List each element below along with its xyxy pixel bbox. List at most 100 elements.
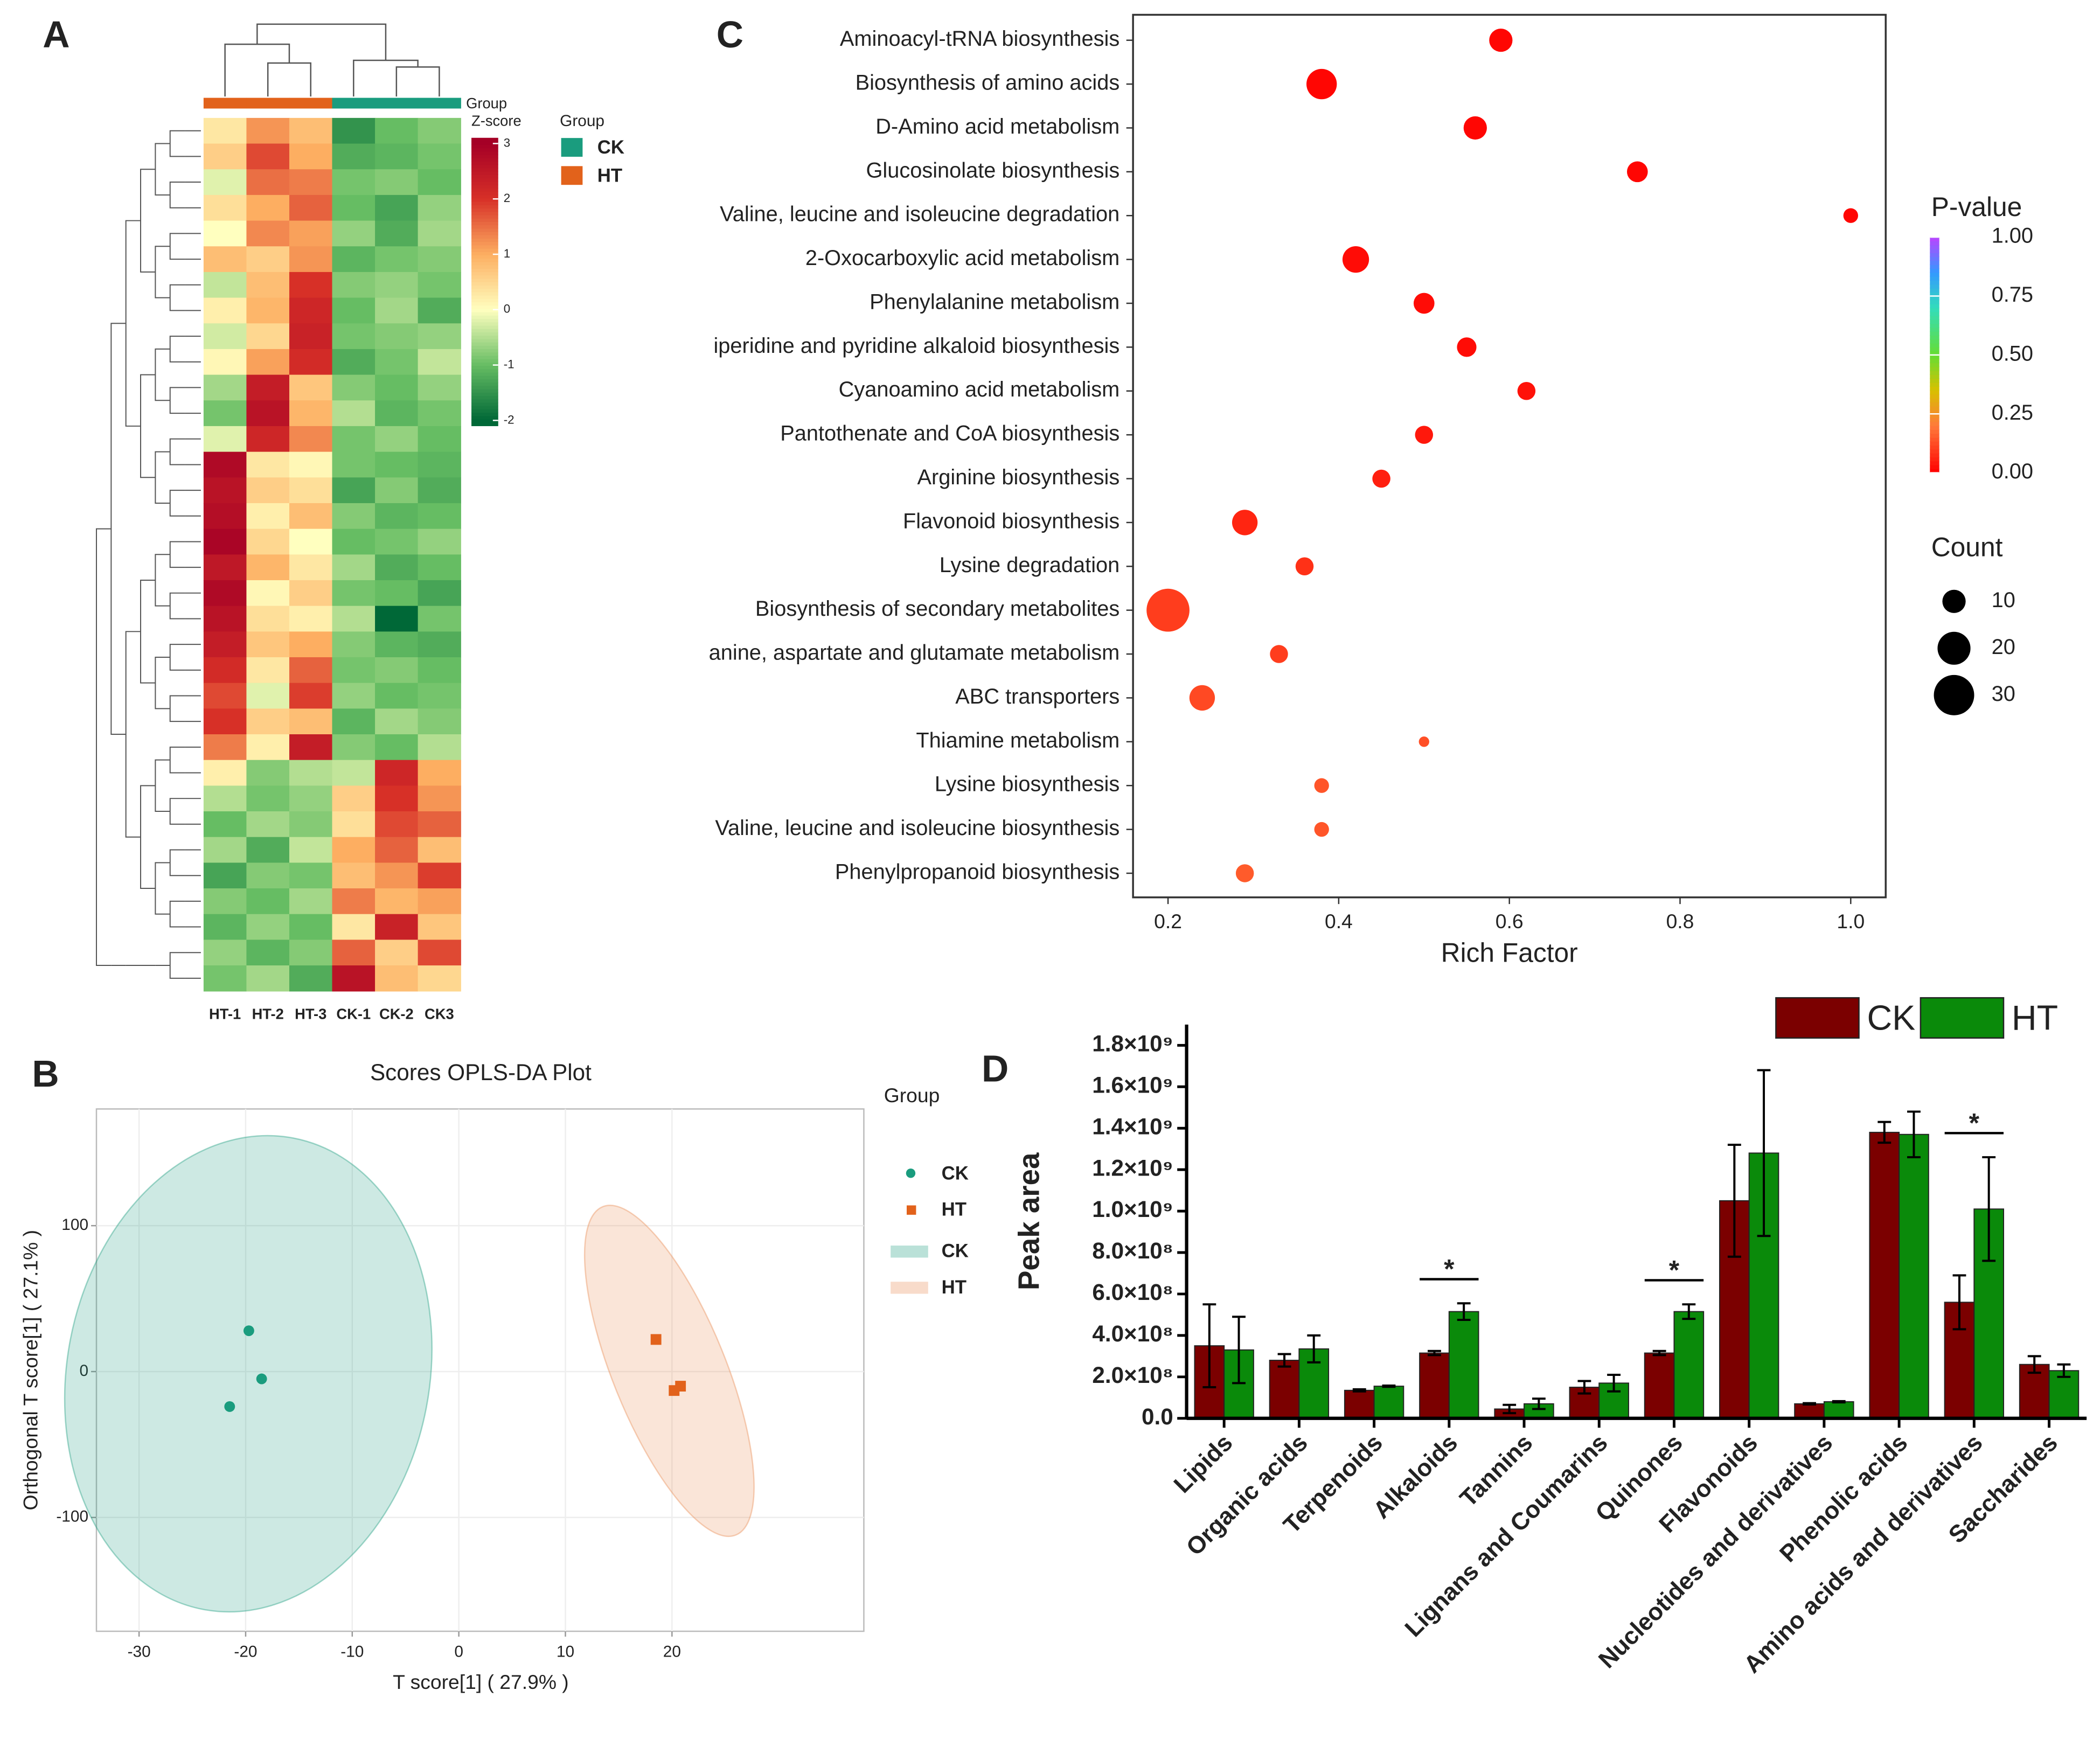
colorbar-step — [1930, 351, 1939, 356]
colorbar-step — [471, 305, 498, 309]
colorbar-step — [1930, 358, 1939, 364]
colorbar-step — [471, 252, 498, 256]
heatmap-cell — [203, 811, 247, 838]
y-tick-label: 8.0×10⁸ — [1092, 1238, 1173, 1263]
heatmap-cell — [332, 323, 376, 350]
heatmap-cell — [289, 862, 333, 889]
colorbar-step — [471, 335, 498, 339]
colorbar-step — [471, 261, 498, 266]
colorbar-step — [1930, 433, 1939, 438]
legend-title: Group — [884, 1084, 940, 1107]
heatmap-cell — [418, 554, 461, 581]
dendrogram-branch — [169, 695, 185, 722]
colorbar-step — [471, 148, 498, 152]
size-legend-dot — [1942, 589, 1966, 613]
dot — [1372, 469, 1390, 488]
colorbar-step — [471, 368, 498, 373]
colorbar-step — [1930, 417, 1939, 422]
colorbar-step — [471, 402, 498, 406]
confidence-ellipse — [64, 1135, 433, 1613]
heatmap-cell — [375, 811, 419, 838]
heatmap-cell — [289, 349, 333, 375]
heatmap-cell — [203, 143, 247, 170]
heatmap-cell — [246, 220, 290, 247]
bar — [1899, 1133, 1929, 1419]
colorbar-step — [1930, 468, 1939, 474]
heatmap-cell — [289, 760, 333, 787]
colorbar-step — [471, 171, 498, 175]
colorbar-step — [1930, 272, 1939, 277]
dendrogram-branch — [169, 798, 185, 825]
dendrogram-branch — [125, 220, 141, 427]
colorbar-tick-label: -2 — [504, 413, 514, 426]
colorbar-step — [471, 385, 498, 389]
colorbar-step — [471, 178, 498, 182]
colorbar-tick-label: 1 — [504, 247, 510, 260]
heatmap-cell — [246, 811, 290, 838]
heatmap-cell — [203, 862, 247, 889]
heatmap-cell — [418, 246, 461, 273]
heatmap-cell — [418, 683, 461, 709]
panel-label: B — [32, 1053, 59, 1095]
heatmap-cell — [289, 426, 333, 453]
x-tick-label: -20 — [234, 1643, 257, 1661]
legend-swatch — [891, 1246, 928, 1258]
colorbar-step — [1930, 401, 1939, 407]
error-bar — [1607, 1373, 1621, 1393]
plot-area — [1132, 13, 1887, 899]
colorbar-step — [471, 282, 498, 286]
x-axis-label: Rich Factor — [1441, 938, 1578, 968]
heatmap-cell — [246, 657, 290, 684]
bar — [1448, 1311, 1479, 1419]
point — [650, 1334, 662, 1345]
dendrogram-branch — [155, 143, 170, 196]
x-tick-label: 0 — [454, 1643, 463, 1661]
heatmap-cell — [418, 426, 461, 453]
heatmap-cell — [418, 811, 461, 838]
heatmap-cell — [418, 374, 461, 401]
heatmap-cell — [289, 323, 333, 350]
heatmap-cell — [203, 965, 247, 992]
colorbar-tick-label: 0.75 — [1992, 283, 2033, 307]
heatmap-cell — [418, 837, 461, 864]
heatmap-cell — [203, 631, 247, 658]
heatmap-cell — [418, 888, 461, 915]
colorbar-step — [1930, 456, 1939, 462]
heatmap-cell — [246, 374, 290, 401]
legend-title: Group — [560, 112, 604, 130]
dendrogram-branch — [169, 182, 185, 208]
y-tick-label: Lysine degradation — [940, 553, 1120, 577]
dendrogram-branch — [140, 785, 156, 889]
colorbar-step — [471, 144, 498, 149]
error-bar — [1382, 1384, 1396, 1388]
heatmap-cell — [289, 477, 333, 504]
heatmap-cell — [289, 400, 333, 427]
heatmap-cell — [375, 349, 419, 375]
heatmap-cell — [375, 143, 419, 170]
heatmap-cell — [203, 272, 247, 298]
colorbar-step — [471, 372, 498, 376]
colorbar-step — [471, 405, 498, 409]
column-label: HT-3 — [295, 1006, 326, 1022]
colorbar-step — [471, 255, 498, 259]
heatmap-cell — [375, 272, 419, 298]
group-bar — [375, 98, 419, 109]
heatmap-cell — [332, 374, 376, 401]
heatmap-cell — [332, 246, 376, 273]
colorbar-step — [1930, 303, 1939, 308]
size-legend-label: 10 — [1992, 588, 2015, 612]
group-bar — [332, 98, 376, 109]
colorbar-step — [471, 338, 498, 343]
heatmap-cell — [289, 734, 333, 761]
significance-label: * — [1669, 1255, 1680, 1285]
colorbar-step — [1930, 374, 1939, 379]
colorbar-step — [1930, 240, 1939, 246]
error-bar — [1352, 1388, 1366, 1393]
dot — [1415, 426, 1434, 444]
error-bar — [1952, 1274, 1966, 1331]
colorbar-step — [1930, 288, 1939, 293]
heatmap-cell — [203, 503, 247, 530]
heatmap-cell — [332, 297, 376, 324]
colorbar-step — [1930, 429, 1939, 434]
colorbar-step — [471, 375, 498, 380]
